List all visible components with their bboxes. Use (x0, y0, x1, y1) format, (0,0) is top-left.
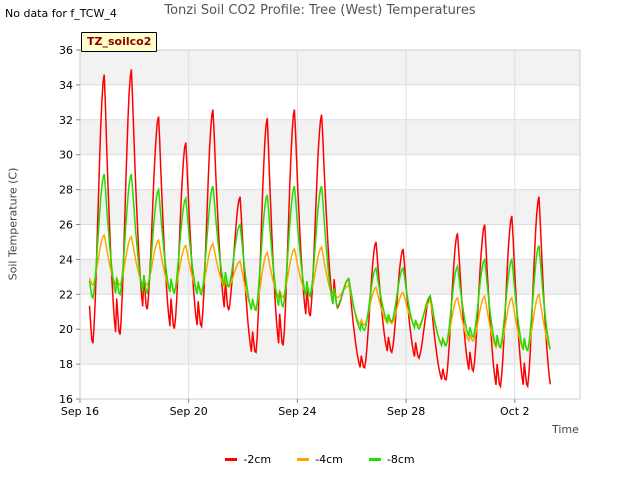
legend-label-8cm: -8cm (386, 453, 415, 466)
y-tick-label: 34 (59, 79, 73, 92)
legend-item-2cm[interactable]: -2cm (225, 453, 271, 466)
legend-swatch-2cm (225, 458, 238, 461)
y-tick-label: 32 (59, 114, 73, 127)
x-tick-label: Oct 2 (500, 405, 530, 418)
series-line-minus4cm (88, 233, 551, 352)
legend-item-8cm[interactable]: -8cm (368, 453, 415, 466)
y-tick-label: 36 (59, 44, 73, 57)
legend-swatch-4cm (297, 458, 310, 461)
legend-item-4cm[interactable]: -4cm (297, 453, 343, 466)
y-axis-label: Soil Temperature (C) (6, 167, 20, 281)
y-tick-label: 18 (59, 358, 73, 371)
y-tick-label: 26 (59, 219, 73, 232)
chart-title: Tonzi Soil CO2 Profile: Tree (West) Temp… (164, 3, 476, 18)
series-line-minus8cm (88, 173, 552, 353)
y-tick-label: 30 (59, 149, 73, 162)
y-tick-label: 20 (59, 323, 73, 336)
no-data-note: No data for f_TCW_4 (5, 7, 117, 20)
x-axis-label: Time (552, 423, 579, 436)
series-line-minus2cm (88, 69, 552, 389)
legend: -2cm -4cm -8cm (0, 453, 640, 466)
x-tick-label: Sep 20 (170, 405, 208, 418)
y-tick-label: 16 (59, 393, 73, 406)
x-tick-label: Sep 24 (278, 405, 316, 418)
grid-band (80, 329, 580, 365)
grid-band (80, 119, 580, 155)
legend-swatch-8cm (368, 458, 381, 461)
legend-label-4cm: -4cm (315, 453, 343, 466)
site-tag: TZ_soilco2 (81, 32, 158, 52)
y-tick-label: 24 (59, 253, 73, 266)
y-tick-label: 28 (59, 184, 73, 197)
grid-band (80, 50, 580, 85)
x-tick-label: Sep 16 (61, 405, 99, 418)
x-tick-label: Sep 28 (387, 405, 425, 418)
legend-label-2cm: -2cm (243, 453, 272, 466)
y-tick-label: 22 (59, 288, 73, 301)
